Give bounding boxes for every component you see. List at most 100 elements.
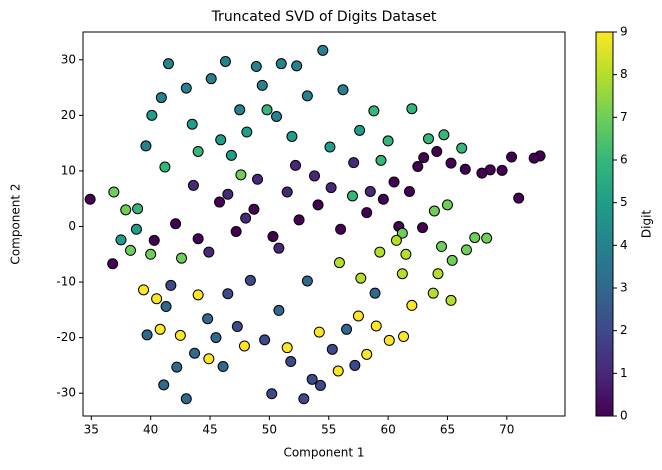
point [267,231,279,243]
point [217,361,229,373]
x-tick-label: 65 [440,423,455,437]
point [317,44,329,56]
point [225,149,237,161]
colorbar-tick-label: 8 [620,67,628,81]
x-axis-label: Component 1 [283,446,364,460]
point [313,326,325,338]
point [301,275,313,287]
point [205,73,217,85]
point [266,388,278,400]
point [332,365,344,377]
point [281,186,293,198]
point [324,141,336,153]
point [187,179,199,191]
point [496,164,508,176]
point [222,188,234,200]
point [354,124,366,136]
point [115,234,127,246]
point [513,192,525,204]
colorbar-tick-label: 1 [620,366,628,380]
point [398,331,410,343]
point [241,126,253,138]
points [84,44,546,405]
point [427,287,439,299]
x-tick-label: 70 [499,423,514,437]
point [124,244,136,256]
point [180,393,192,405]
y-tick-label: 20 [61,108,76,122]
point [210,332,222,344]
y-tick-label: 10 [61,163,76,177]
point [291,60,303,72]
point [141,329,153,341]
point [256,79,268,91]
point [312,199,324,211]
point [203,353,215,365]
colorbar-label: Digit [640,210,654,239]
point [275,58,287,70]
point [155,92,167,104]
point [140,140,152,152]
point [273,304,285,316]
y-tick-label: -30 [56,386,76,400]
point [390,234,402,246]
point [286,130,298,142]
point [369,287,381,299]
point [234,104,246,116]
colorbar-tick-label: 5 [620,195,628,209]
point [396,268,408,280]
y-tick-label: 0 [68,219,76,233]
point [231,321,243,333]
point [422,133,434,145]
point [230,226,242,238]
point [456,142,468,154]
point [214,196,226,208]
point [403,185,415,197]
point [261,104,273,116]
point [375,154,387,166]
point [341,323,353,335]
point [290,159,302,171]
point [326,343,338,355]
point [107,258,119,270]
y-tick-label: 30 [61,52,76,66]
point [219,55,231,67]
point [259,334,271,346]
point [250,60,262,72]
point [361,348,373,360]
point [370,320,382,332]
point [244,274,256,286]
y-axis-label: Component 2 [9,183,23,264]
x-tick-label: 60 [380,423,395,437]
y-tick-label: -10 [56,275,76,289]
point [146,109,158,121]
point [298,393,310,405]
colorbar-tick-label: 7 [620,110,628,124]
point [238,340,250,352]
point [174,329,186,341]
point [352,310,364,322]
point [281,342,293,354]
point [189,347,201,359]
point [348,157,360,169]
point [417,222,429,234]
point [436,241,448,253]
point [271,110,283,122]
point [170,218,182,230]
y-tick-label: -20 [56,330,76,344]
colorbar-tick-label: 3 [620,281,628,295]
point [159,161,171,173]
point [432,268,444,280]
point [377,193,389,205]
point [162,58,174,70]
point [459,163,471,175]
colorbar-tick-label: 2 [620,323,628,337]
point [84,193,96,205]
point [441,199,453,211]
point [192,145,204,157]
point [382,135,394,147]
colorbar-tick-label: 4 [620,238,628,252]
point [192,233,204,245]
point [240,212,252,224]
